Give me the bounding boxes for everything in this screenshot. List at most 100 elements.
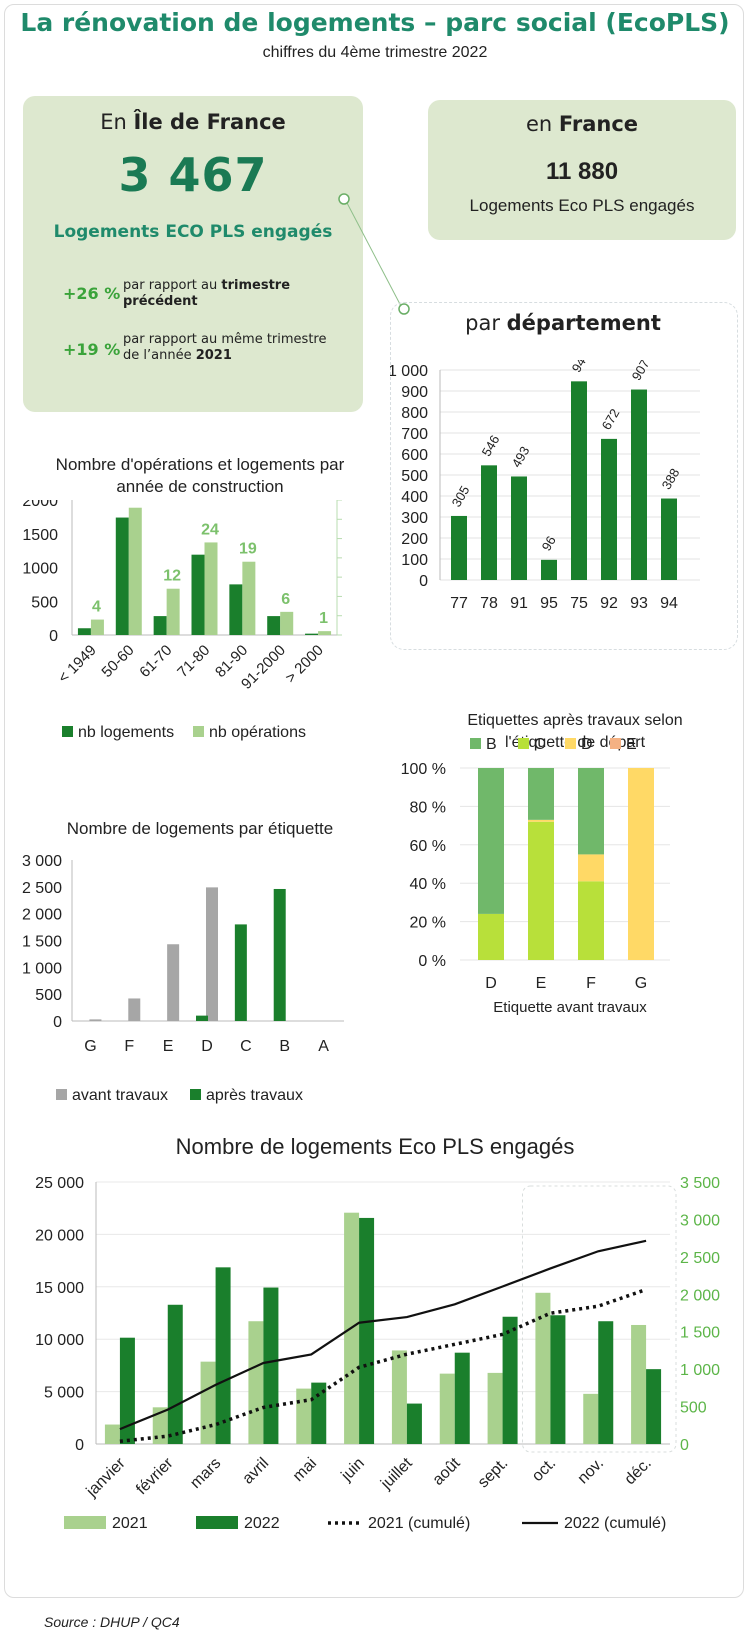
mensuel-chart: 0 5 000 10 000 15 000 20 000 25 000 0 500 1 000 1… xyxy=(35,1175,720,1532)
france-label: Logements Eco PLS engagés xyxy=(469,196,695,215)
legend-swatch xyxy=(565,738,576,749)
departement-title-bold: département xyxy=(506,311,661,335)
data-label: 12 xyxy=(163,568,181,585)
page-title: La rénovation de logements – parc social… xyxy=(20,8,730,37)
stack-segment xyxy=(578,768,604,855)
x-tick-label: E xyxy=(163,1038,174,1055)
bar-avant xyxy=(89,1019,102,1021)
departement-chart-title: par département xyxy=(390,312,736,334)
x-tick-label: 75 xyxy=(570,595,588,612)
bar-apres xyxy=(234,924,247,1021)
x-tick-label: nov. xyxy=(575,1455,608,1488)
x-tick-label: A xyxy=(318,1038,329,1055)
france-heading: en France xyxy=(428,112,736,136)
bar-2022 xyxy=(359,1217,375,1444)
source-note: Source : DHUP / QC4 xyxy=(44,1614,180,1630)
bar-operations xyxy=(128,507,142,635)
idf-stat1-text-a: par rapport au xyxy=(123,278,222,293)
bar-operations xyxy=(90,619,104,635)
bar-apres xyxy=(196,1015,208,1021)
legend-swatch-2021 xyxy=(64,1516,106,1529)
legend-label: 2022 (cumulé) xyxy=(564,1515,666,1532)
legend-swatch-apres xyxy=(190,1089,201,1100)
x-tick-label: E xyxy=(536,975,547,992)
idf-stat2-text-b: 2021 xyxy=(195,348,232,363)
y-tick-label: 40 % xyxy=(410,876,446,893)
data-label: 24 xyxy=(201,521,219,538)
legend-swatch xyxy=(610,738,621,749)
x-tick-label: 91 xyxy=(510,595,528,612)
bar-logements xyxy=(229,584,243,635)
bar-logements xyxy=(191,554,205,635)
x-tick-label: 93 xyxy=(630,595,648,612)
y2-tick-label: 3 500 xyxy=(680,1175,720,1192)
construction-chart-title: Nombre d'opérations et logements par ann… xyxy=(55,455,345,496)
bar-apres xyxy=(273,888,286,1021)
y-tick-label: 0 % xyxy=(418,953,446,970)
etiquette-chart-title: Nombre de logements par étiquette xyxy=(66,819,334,838)
y-tick-label: 5 000 xyxy=(44,1385,84,1402)
departement-title-prefix: par xyxy=(465,311,507,335)
legend-label: nb opérations xyxy=(209,724,306,741)
y-tick-label: 100 % xyxy=(401,761,446,778)
stack-segment xyxy=(528,819,554,822)
y2-tick-label: 1 000 xyxy=(680,1362,720,1379)
x-tick-label: 95 xyxy=(540,595,558,612)
legend-swatch-2022 xyxy=(196,1516,238,1529)
data-label: 493 xyxy=(509,444,533,470)
data-label: 4 xyxy=(92,599,101,616)
x-tick-label: 50-60 xyxy=(98,642,137,681)
stack-segment xyxy=(528,821,554,960)
bar-2021 xyxy=(439,1373,455,1444)
idf-stat2-pct: +19 % xyxy=(63,340,121,359)
stack-segment xyxy=(478,913,504,960)
bar-2021 xyxy=(104,1424,120,1444)
bar-2022 xyxy=(215,1267,231,1444)
y-tick-label: 500 xyxy=(35,987,62,1004)
x-tick-label: février xyxy=(133,1454,177,1498)
etiquettes-apres-chart: 0 % 20 % 40 % 60 % 80 % 100 % D E F G Etiquette av… xyxy=(401,736,670,1016)
y2-tick-label: 2 500 xyxy=(680,1250,720,1267)
x-tick-label: juillet xyxy=(377,1454,416,1493)
x-tick-label: avril xyxy=(239,1455,272,1488)
y2-tick-label: 3 000 xyxy=(680,1212,720,1229)
bar-2022 xyxy=(167,1304,183,1444)
idf-stat1-text: par rapport au trimestre précédent xyxy=(123,278,343,310)
x-tick-label: C xyxy=(240,1038,252,1055)
legend-label: nb logements xyxy=(78,724,174,741)
bar-2021 xyxy=(583,1393,599,1444)
x-tick-label: B xyxy=(279,1038,290,1055)
legend-label: 2021 (cumulé) xyxy=(368,1515,470,1532)
bar-logements xyxy=(77,628,91,635)
bar-avant xyxy=(206,887,218,1021)
bar-logements xyxy=(305,633,319,635)
y-tick-label: 1000 xyxy=(22,561,58,578)
x-tick-label: D xyxy=(485,975,497,992)
connector-line xyxy=(338,193,410,315)
x-tick-label: G xyxy=(635,975,647,992)
x-tick-label: 61-70 xyxy=(136,642,175,681)
bar-2022 xyxy=(598,1321,614,1444)
legend-swatch-avant xyxy=(56,1089,67,1100)
x-tick-label: F xyxy=(586,975,596,992)
bar-logements xyxy=(153,616,167,635)
y-tick-label: 900 xyxy=(401,384,428,401)
bar xyxy=(661,498,677,580)
legend-label: B xyxy=(486,736,497,753)
y-tick-label: 600 xyxy=(401,447,428,464)
y-tick-label: 20 % xyxy=(410,915,446,932)
idf-heading-prefix: En xyxy=(100,110,134,134)
legend-label: 2021 xyxy=(112,1515,148,1532)
mensuel-chart-title: Nombre de logements Eco PLS engagés xyxy=(175,1134,575,1159)
x-tick-label: D xyxy=(201,1038,213,1055)
bar xyxy=(601,438,617,580)
bar-logements xyxy=(115,517,129,635)
idf-card: En Île de France 3 467 Logements ECO PLS… xyxy=(23,96,363,412)
x-tick-label: 94 xyxy=(660,595,678,612)
page-subtitle: chiffres du 4ème trimestre 2022 xyxy=(262,44,488,61)
stack-segment xyxy=(478,768,504,914)
bar-operations xyxy=(280,611,294,635)
y2-tick-label: 500 xyxy=(680,1400,707,1417)
stack-segment xyxy=(528,768,554,820)
france-card: en France 11 880 Logements Eco PLS engag… xyxy=(428,100,736,240)
